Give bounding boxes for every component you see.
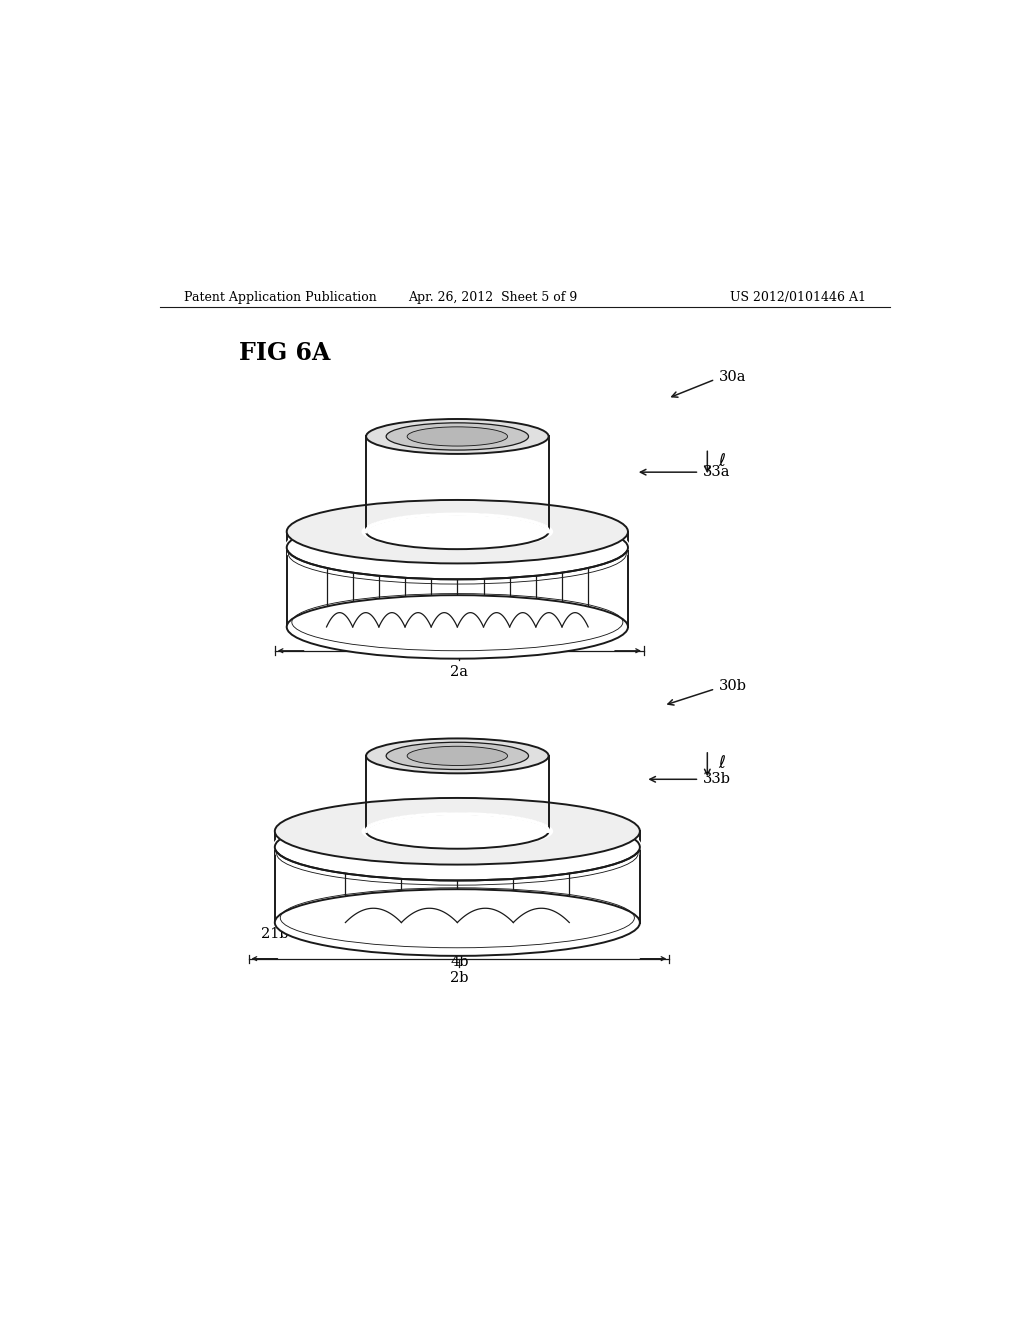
- Ellipse shape: [361, 813, 553, 850]
- Ellipse shape: [274, 814, 640, 880]
- Text: $\ell$: $\ell$: [718, 755, 726, 772]
- Text: 4a: 4a: [449, 622, 466, 635]
- Text: 21a: 21a: [301, 622, 328, 635]
- Text: 33b: 33b: [703, 772, 731, 787]
- Text: 2b: 2b: [450, 972, 468, 985]
- Text: 4b: 4b: [451, 954, 469, 969]
- Ellipse shape: [367, 814, 549, 849]
- Text: 21b: 21b: [261, 927, 289, 941]
- Text: 21b: 21b: [597, 927, 625, 941]
- Text: 33a: 33a: [703, 465, 731, 479]
- Ellipse shape: [274, 890, 640, 956]
- Text: 30b: 30b: [719, 680, 748, 693]
- Ellipse shape: [367, 738, 549, 774]
- Text: US 2012/0101446 A1: US 2012/0101446 A1: [730, 292, 866, 304]
- Ellipse shape: [287, 516, 628, 579]
- Text: 21a: 21a: [579, 622, 606, 635]
- Ellipse shape: [386, 742, 528, 770]
- Text: Apr. 26, 2012  Sheet 5 of 9: Apr. 26, 2012 Sheet 5 of 9: [409, 292, 578, 304]
- Ellipse shape: [287, 500, 628, 564]
- Polygon shape: [287, 548, 628, 627]
- Ellipse shape: [274, 799, 640, 865]
- Ellipse shape: [361, 513, 553, 550]
- Text: FIG 6A: FIG 6A: [240, 341, 331, 366]
- Text: Patent Application Publication: Patent Application Publication: [183, 292, 376, 304]
- Ellipse shape: [287, 595, 628, 659]
- Ellipse shape: [367, 515, 549, 549]
- Text: 30a: 30a: [719, 370, 746, 384]
- Text: $\ell$: $\ell$: [718, 453, 726, 470]
- Ellipse shape: [408, 426, 508, 446]
- Polygon shape: [274, 847, 640, 923]
- Ellipse shape: [367, 418, 549, 454]
- Ellipse shape: [408, 746, 508, 766]
- Text: 4b: 4b: [449, 919, 467, 933]
- Ellipse shape: [386, 422, 528, 450]
- Text: 2a: 2a: [451, 665, 468, 678]
